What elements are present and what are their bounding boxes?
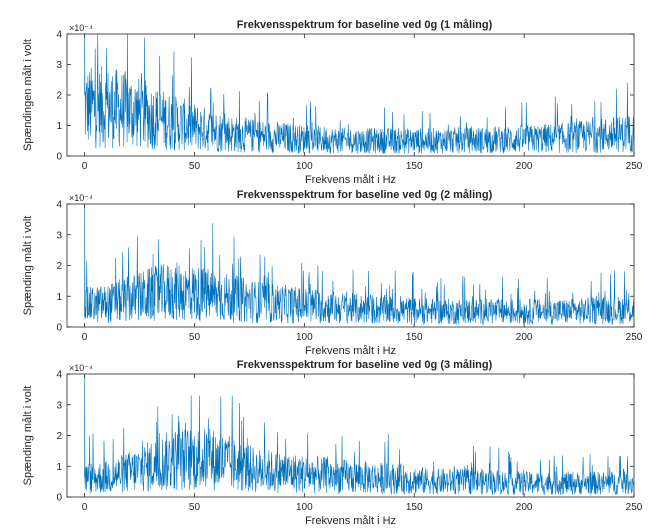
x-tick-label: 200 — [516, 502, 533, 513]
y-tick-label: 2 — [56, 261, 62, 272]
y-exponent-label: ×10⁻⁴ — [69, 193, 93, 203]
chart-panel-2: 0 50 100 150 200 250 0 1 2 3 4 ×10⁻⁴ Frekvensspektru… — [22, 189, 643, 357]
chart-title: Frekvensspektrum for baseline ved 0g (2 … — [237, 189, 493, 201]
x-axis-label: Frekvens målt i Hz — [305, 345, 396, 357]
y-tick-label: 1 — [56, 462, 62, 473]
y-tick-label: 4 — [56, 200, 62, 211]
spectrum-series-line — [84, 204, 634, 326]
y-tick-label: 1 — [56, 292, 62, 303]
x-tick-label: 250 — [626, 161, 643, 172]
x-tick-label: 200 — [516, 332, 533, 343]
x-tick-label: 250 — [626, 502, 643, 513]
y-tick-label: 1 — [56, 121, 62, 132]
x-tick-label: 50 — [189, 161, 201, 172]
x-tick-label: 250 — [626, 332, 643, 343]
y-tick-label: 0 — [56, 323, 62, 334]
x-tick-label: 100 — [296, 332, 313, 343]
y-tick-label: 3 — [56, 400, 62, 411]
y-tick-label: 2 — [56, 91, 62, 102]
x-tick-label: 200 — [516, 161, 533, 172]
x-tick-label: 0 — [82, 502, 88, 513]
x-tick-label: 150 — [406, 502, 423, 513]
x-tick-label: 50 — [189, 502, 201, 513]
x-tick-label: 100 — [296, 502, 313, 513]
x-tick-label: 150 — [406, 161, 423, 172]
chart-panel-1: 0 50 100 150 200 250 0 1 2 3 4 ×10⁻⁴ Frekvensspektru… — [22, 19, 643, 186]
x-tick-label: 0 — [82, 161, 88, 172]
y-tick-label: 3 — [56, 230, 62, 241]
y-axis-label: Spænding målt i volt — [22, 216, 34, 316]
spectrum-series-line — [84, 34, 634, 154]
x-axis-label: Frekvens målt i Hz — [305, 515, 396, 527]
x-tick-label: 0 — [82, 332, 88, 343]
y-tick-label: 2 — [56, 431, 62, 442]
y-tick-label: 0 — [56, 152, 62, 163]
x-axis-label: Frekvens målt i Hz — [305, 174, 396, 186]
x-tick-label: 50 — [189, 332, 201, 343]
y-tick-label: 0 — [56, 493, 62, 504]
chart-title: Frekvensspektrum for baseline ved 0g (1 … — [237, 19, 493, 31]
chart-panel-3: 0 50 100 150 200 250 0 1 2 3 4 ×10⁻⁴ Frekvensspektru… — [22, 359, 643, 527]
x-tick-label: 100 — [296, 161, 313, 172]
y-axis-label: Spændingen målt i volt — [22, 39, 34, 151]
chart-title: Frekvensspektrum for baseline ved 0g (3 … — [237, 359, 493, 371]
y-tick-label: 4 — [56, 30, 62, 41]
spectrum-series-line — [84, 374, 634, 496]
y-tick-label: 3 — [56, 60, 62, 71]
x-tick-label: 150 — [406, 332, 423, 343]
y-exponent-label: ×10⁻⁴ — [69, 363, 93, 373]
y-exponent-label: ×10⁻⁴ — [69, 23, 93, 33]
y-axis-label: Spænding målt i volt — [22, 386, 34, 486]
y-tick-label: 4 — [56, 370, 62, 381]
